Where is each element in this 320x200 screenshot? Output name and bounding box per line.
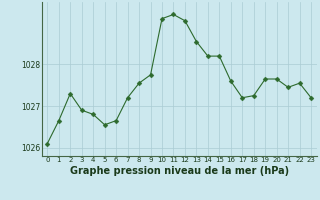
X-axis label: Graphe pression niveau de la mer (hPa): Graphe pression niveau de la mer (hPa)	[70, 166, 289, 176]
